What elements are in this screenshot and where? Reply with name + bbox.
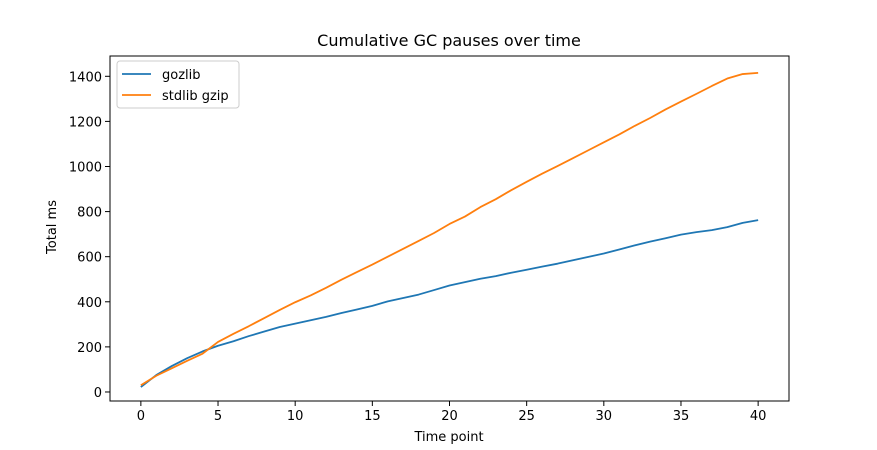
y-tick-label: 200 — [77, 341, 102, 356]
y-axis: 0 200 400 600 800 1000 1200 1400 — [69, 70, 110, 401]
x-tick-label: 0 — [137, 409, 145, 424]
y-tick-label: 600 — [77, 251, 102, 266]
legend-label: stdlib gzip — [162, 89, 229, 104]
x-axis: 0 5 10 15 20 25 30 35 40 — [137, 401, 767, 424]
x-tick-label: 25 — [518, 409, 535, 424]
y-axis-label: Total ms — [45, 200, 60, 255]
x-tick-label: 15 — [364, 409, 381, 424]
x-tick-label: 20 — [441, 409, 458, 424]
y-tick-label: 400 — [77, 296, 102, 311]
y-tick-label: 0 — [94, 386, 102, 401]
legend-label: gozlib — [162, 68, 201, 83]
series-line-gozlib — [140, 219, 759, 388]
y-tick-label: 1000 — [69, 160, 102, 175]
chart-title: Cumulative GC pauses over time — [317, 31, 581, 50]
series-line-stdlib-gzip — [140, 72, 759, 386]
x-axis-label: Time point — [413, 430, 483, 445]
series-lines — [140, 72, 759, 388]
x-tick-label: 5 — [214, 409, 222, 424]
y-tick-label: 1200 — [69, 115, 102, 130]
y-tick-label: 1400 — [69, 70, 102, 85]
legend: gozlib stdlib gzip — [116, 60, 240, 109]
y-tick-label: 800 — [77, 206, 102, 221]
x-tick-label: 30 — [596, 409, 613, 424]
x-tick-label: 35 — [673, 409, 690, 424]
x-tick-label: 10 — [287, 409, 304, 424]
x-tick-label: 40 — [750, 409, 767, 424]
legend-box — [116, 60, 240, 109]
